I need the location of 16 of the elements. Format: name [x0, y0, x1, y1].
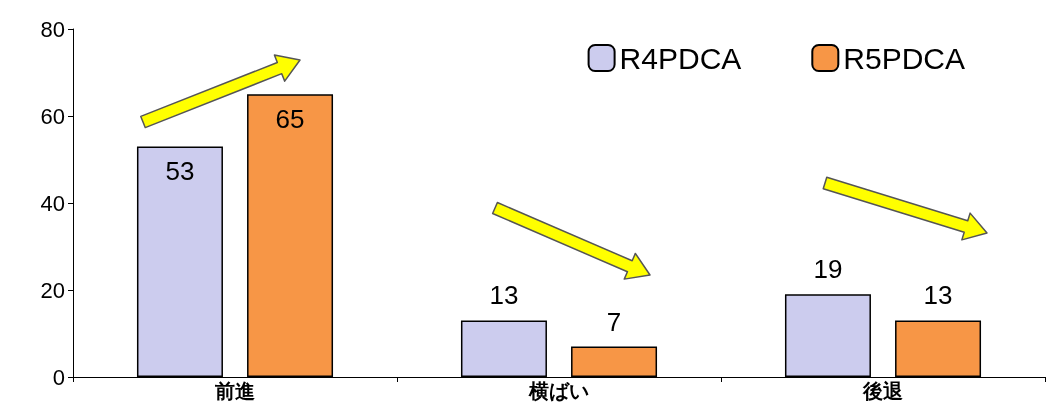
- x-tick-label: 前進: [214, 379, 255, 403]
- data-label: 65: [275, 104, 305, 135]
- data-label: 19: [813, 254, 843, 285]
- y-tick-label: 0: [52, 364, 65, 390]
- y-tick-label: 60: [40, 103, 65, 129]
- data-label: 7: [606, 306, 622, 337]
- y-tick-label: 40: [40, 190, 65, 216]
- legend-label: R5PDCA: [843, 41, 965, 75]
- y-tick-label: 20: [40, 277, 65, 303]
- x-tick-label: 後退: [862, 379, 903, 403]
- data-label: 13: [923, 280, 953, 311]
- data-label: 13: [489, 280, 519, 311]
- data-label: 53: [165, 156, 195, 187]
- y-tick-label: 80: [40, 16, 65, 42]
- legend-label: R4PDCA: [619, 41, 742, 75]
- x-tick-label: 横ばい: [528, 379, 589, 403]
